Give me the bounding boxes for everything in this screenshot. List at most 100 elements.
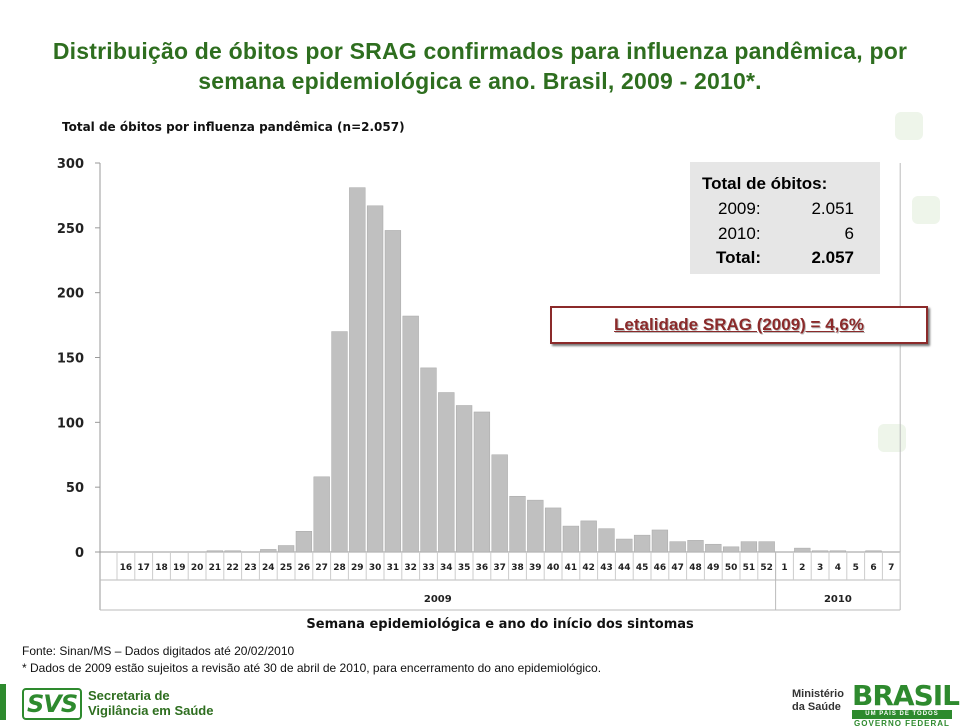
background-decoration-icon — [878, 424, 906, 452]
bar — [616, 538, 633, 553]
x-tick-label: 1 — [781, 563, 787, 573]
bar — [224, 550, 241, 553]
x-tick-label: 30 — [369, 563, 382, 573]
bar — [705, 543, 722, 553]
letalidade-box: Letalidade SRAG (2009) = 4,6% — [550, 306, 928, 344]
x-tick-label: 40 — [547, 563, 560, 573]
x-tick-label: 31 — [387, 563, 400, 573]
x-tick-label: 47 — [671, 563, 684, 573]
bar — [580, 520, 597, 553]
footer-notes: Fonte: Sinan/MS – Dados digitados até 20… — [22, 643, 601, 677]
chart-title: Total de óbitos por influenza pandêmica … — [62, 120, 405, 134]
x-tick-label: 48 — [689, 563, 702, 573]
x-tick-label: 24 — [262, 563, 275, 573]
governo-federal: GOVERNO FEDERAL — [854, 719, 950, 728]
x-tick-label: 19 — [173, 563, 186, 573]
x-tick-label: 52 — [760, 563, 773, 573]
bar — [260, 549, 277, 553]
x-tick-label: 33 — [422, 563, 435, 573]
bar — [758, 541, 775, 553]
bar — [277, 545, 295, 553]
bar — [722, 546, 740, 553]
page-title: Distribuição de óbitos por SRAG confirma… — [52, 38, 908, 94]
x-tick-label: 46 — [654, 563, 667, 573]
bar — [740, 541, 758, 553]
y-tick-label: 300 — [57, 157, 84, 172]
bar — [402, 315, 419, 553]
svs-accent-bar — [0, 684, 6, 720]
bar — [349, 187, 366, 553]
bar — [295, 531, 313, 553]
brasil-tagline: UM PAÍS DE TODOS — [852, 710, 952, 719]
bar — [598, 528, 615, 553]
totals-row-2009: 2009: 2.051 — [718, 199, 854, 219]
y-tick-label: 100 — [57, 416, 84, 431]
revision-note: * Dados de 2009 estão sujeitos a revisão… — [22, 661, 602, 675]
x-tick-label: 3 — [817, 563, 823, 573]
totals-row-value: 2.057 — [811, 248, 854, 267]
x-tick-label: 7 — [888, 563, 894, 573]
x-tick-label: 27 — [315, 563, 328, 573]
bar — [865, 550, 882, 553]
totals-box: Total de óbitos: 2009: 2.051 2010: 6 Tot… — [690, 162, 880, 274]
bar — [544, 507, 562, 553]
x-tick-label: 37 — [493, 563, 506, 573]
bar — [331, 331, 348, 553]
y-tick-label: 50 — [66, 481, 84, 496]
x-tick-label: 38 — [511, 563, 524, 573]
y-tick-label: 150 — [57, 352, 84, 367]
bar — [313, 476, 330, 553]
x-tick-label: 51 — [743, 563, 756, 573]
totals-row-value: 6 — [844, 224, 854, 243]
brasil-wordmark: BRASIL — [852, 679, 960, 712]
letalidade-text: Letalidade SRAG (2009) = 4,6% — [614, 315, 864, 334]
y-tick-label: 200 — [57, 287, 84, 302]
x-tick-label: 32 — [404, 563, 417, 573]
y-tick-label: 0 — [75, 546, 84, 561]
x-tick-label: 22 — [226, 563, 239, 573]
x-tick-label: 20 — [191, 563, 204, 573]
totals-row-value: 2.051 — [811, 199, 854, 218]
x-tick-label: 18 — [155, 563, 168, 573]
x-tick-label: 44 — [618, 563, 631, 573]
background-decoration-icon — [895, 112, 923, 140]
bar — [527, 499, 544, 553]
x-tick-label: 21 — [209, 563, 222, 573]
totals-row-2010: 2010: 6 — [718, 224, 854, 244]
group-label: 2010 — [824, 594, 852, 605]
y-tick-label: 250 — [57, 222, 84, 237]
x-tick-label: 42 — [582, 563, 595, 573]
bar — [206, 550, 224, 553]
svs-logo: SVS — [22, 688, 83, 720]
brasil-logo: BRASIL UM PAÍS DE TODOS GOVERNO FEDERAL — [852, 679, 960, 728]
totals-heading: Total de óbitos: — [702, 174, 828, 193]
bar — [473, 411, 491, 553]
background-decoration-icon — [912, 196, 940, 224]
x-tick-label: 43 — [600, 563, 613, 573]
x-tick-label: 26 — [298, 563, 311, 573]
svs-name: Secretaria de Vigilância em Saúde — [88, 688, 214, 718]
bar — [420, 367, 437, 553]
x-tick-label: 25 — [280, 563, 293, 573]
totals-row-label: 2010: — [718, 224, 761, 243]
source-note: Fonte: Sinan/MS – Dados digitados até 20… — [22, 644, 295, 658]
bar — [651, 529, 669, 553]
group-label: 2009 — [424, 594, 452, 605]
totals-row-total: Total: 2.057 — [716, 248, 854, 268]
bar — [633, 534, 651, 553]
bar — [366, 205, 384, 553]
bar — [811, 550, 829, 553]
x-tick-label: 4 — [835, 563, 841, 573]
totals-row-label: 2009: — [718, 199, 761, 218]
x-tick-label: 41 — [565, 563, 578, 573]
bar — [509, 495, 526, 553]
x-tick-label: 49 — [707, 563, 720, 573]
x-tick-label: 35 — [458, 563, 471, 573]
bar — [438, 392, 455, 553]
x-tick-label: 50 — [725, 563, 738, 573]
x-tick-label: 34 — [440, 563, 453, 573]
x-tick-label: 17 — [137, 563, 150, 573]
bar — [794, 547, 811, 553]
x-tick-label: 39 — [529, 563, 542, 573]
